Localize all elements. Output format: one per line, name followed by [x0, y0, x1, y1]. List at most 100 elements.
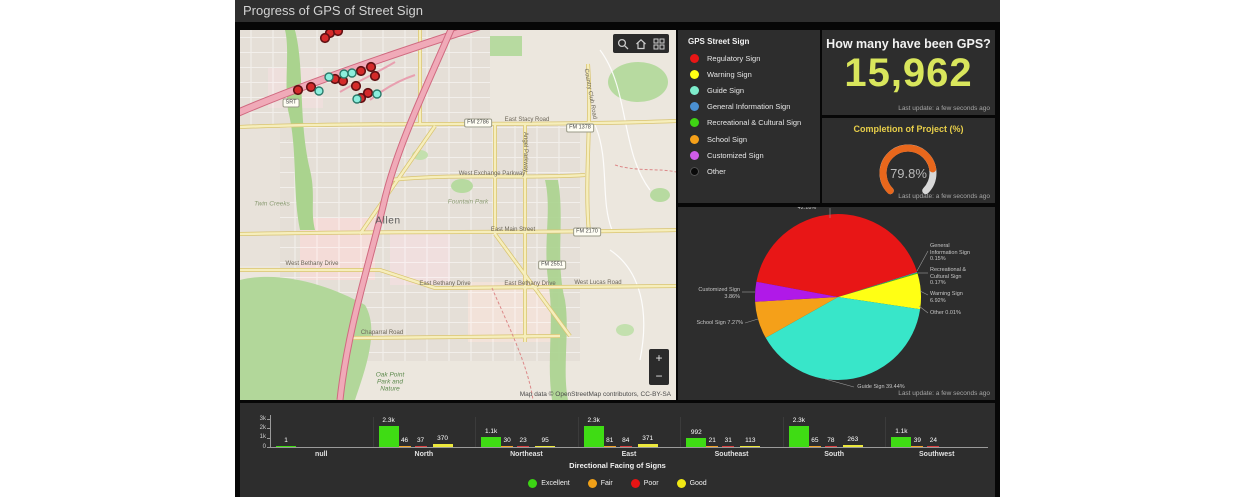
map-home-button[interactable] — [632, 35, 650, 52]
pie-slice-school-sign[interactable] — [755, 297, 838, 338]
y-tick-label: 1k — [259, 434, 266, 441]
bar-good[interactable] — [842, 445, 863, 447]
bar-poor[interactable] — [517, 446, 530, 447]
legend-swatch — [690, 102, 699, 112]
bar-category-label: East — [621, 451, 637, 458]
bar-good[interactable] — [535, 446, 556, 447]
legend-item: School Sign — [678, 131, 820, 147]
zoom-in-button[interactable]: + — [649, 349, 669, 367]
map-marker-red[interactable] — [332, 30, 344, 37]
bar-value-label: 95 — [541, 437, 549, 444]
gauge-title: Completion of Project (%) — [853, 124, 964, 134]
bar-poor[interactable] — [414, 446, 427, 447]
bar-value-label: 84 — [622, 437, 630, 444]
y-tick-mark — [267, 437, 270, 439]
bar-fair[interactable] — [603, 446, 616, 447]
pie-slice-customized-sign[interactable] — [754, 281, 838, 302]
pie-slice-warning-sign[interactable] — [838, 273, 921, 310]
group-separator — [372, 417, 374, 447]
pie-slice-recreational-cultural-sign[interactable] — [838, 272, 918, 297]
bar-category-label: null — [315, 451, 328, 458]
dashboard: Progress of GPS of Street Sign — [235, 0, 1000, 497]
bar-excellent[interactable] — [378, 426, 399, 447]
bar-excellent[interactable] — [686, 438, 707, 447]
home-icon — [636, 38, 646, 49]
legend-item-label: Recreational & Cultural Sign — [707, 118, 802, 128]
group-separator — [475, 417, 477, 447]
legend-item-label: General Information Sign — [707, 102, 791, 112]
y-tick-label: 2k — [259, 424, 266, 431]
bar-category-label: Northeast — [510, 451, 543, 458]
map-marker-red[interactable] — [362, 87, 374, 99]
bar-excellent[interactable] — [788, 426, 809, 447]
legend-item-label: Regulatory Sign — [707, 53, 761, 63]
map-panel[interactable]: East Stacy Road East Main Street West Beth… — [240, 30, 676, 400]
map-marker-red[interactable] — [292, 84, 304, 96]
map-toolbar — [613, 34, 669, 53]
bar-excellent[interactable] — [276, 446, 296, 447]
bar-good[interactable] — [740, 446, 761, 447]
bar-value-label: 1.1k — [484, 428, 498, 435]
bar-legend-label: Excellent — [541, 480, 570, 487]
bar-value-label: 81 — [606, 437, 614, 444]
map-basemap-button[interactable] — [650, 35, 668, 52]
y-tick-mark — [267, 419, 270, 420]
map-marker-red[interactable] — [319, 32, 331, 44]
map-marker-teal[interactable] — [372, 89, 382, 99]
bar-fair[interactable] — [706, 446, 719, 447]
bar-poor[interactable] — [927, 446, 940, 447]
map-marker-teal[interactable] — [347, 68, 357, 78]
map-marker-red[interactable] — [365, 61, 377, 73]
bar-plot-area: 0 1k 2k 3k null 1 North 2.3k 46 37 370 Northeast 1.1… — [240, 403, 995, 497]
legend-title: GPS Street Sign — [688, 37, 750, 46]
bar-excellent[interactable] — [481, 437, 502, 447]
bar-value-label: 113 — [745, 437, 756, 444]
map-marker-teal[interactable] — [339, 69, 349, 79]
bar-category-label: South — [824, 451, 845, 458]
pie-slice-guide-sign[interactable] — [765, 297, 921, 381]
map-marker-red[interactable] — [355, 65, 367, 77]
bar-poor[interactable] — [722, 446, 735, 447]
bar-poor[interactable] — [824, 446, 837, 447]
map-marker-teal[interactable] — [324, 72, 334, 82]
bar-fair[interactable] — [501, 446, 514, 447]
bar-fair[interactable] — [911, 446, 924, 447]
map-marker-teal[interactable] — [352, 94, 362, 104]
legend-item: Regulatory Sign — [678, 50, 820, 66]
bar-value-label: 21 — [708, 437, 716, 444]
gauge-last-update: Last update: a few seconds ago — [898, 193, 990, 200]
bar-good[interactable] — [637, 444, 658, 447]
bar-value-label: 24 — [929, 437, 938, 444]
bar-good[interactable] — [432, 444, 453, 447]
bar-category-label: Southeast — [714, 451, 749, 458]
map-marker-red[interactable] — [305, 81, 317, 93]
bar-poor[interactable] — [619, 446, 632, 447]
map-canvas[interactable] — [240, 30, 676, 400]
bar-legend-item: Good — [676, 479, 707, 488]
map-marker-red[interactable] — [369, 70, 381, 82]
pie-slice-regulatory-sign[interactable] — [756, 214, 918, 297]
legend-item-label: Warning Sign — [707, 69, 752, 79]
bar-legend-item: Fair — [587, 479, 613, 488]
bar-legend-swatch — [630, 479, 640, 488]
bar-fair[interactable] — [398, 446, 411, 447]
pie-callout-label: Other 0.01% — [930, 310, 961, 316]
bar-chart-panel: 0 1k 2k 3k null 1 North 2.3k 46 37 370 Northeast 1.1… — [240, 403, 995, 497]
legend-item: General Information Sign — [678, 99, 820, 115]
basemap-grid-icon — [653, 38, 665, 49]
bar-fair[interactable] — [808, 446, 821, 447]
legend-swatch — [690, 53, 699, 63]
pie-slice-general-information-sign[interactable] — [838, 272, 918, 297]
bar-value-label: 370 — [437, 435, 448, 442]
bar-excellent[interactable] — [583, 426, 604, 447]
bar-excellent[interactable] — [891, 437, 912, 447]
map-zoom-control: + − — [649, 349, 669, 385]
map-search-button[interactable] — [614, 35, 632, 52]
pie-callout-label: Regulatory Sign42.18% — [797, 207, 817, 211]
map-marker-teal[interactable] — [314, 86, 324, 96]
pie-callout-label: School Sign 7.27% — [696, 320, 743, 326]
bar-legend-label: Good — [689, 480, 707, 487]
map-marker-red[interactable] — [350, 80, 362, 92]
zoom-out-button[interactable]: − — [649, 367, 669, 385]
